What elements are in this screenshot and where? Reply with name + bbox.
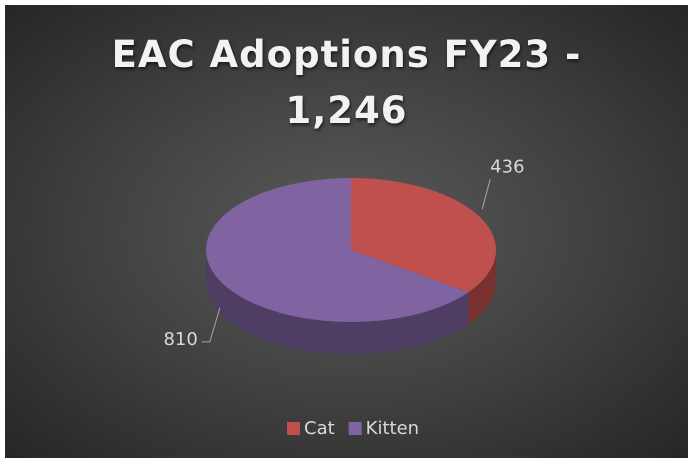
- legend-label: Kitten: [366, 418, 419, 439]
- pie-side: [206, 250, 469, 355]
- legend-swatch: [348, 422, 362, 435]
- chart-title: EAC Adoptions FY23 - 1,246: [111, 33, 582, 132]
- pie-side: [468, 250, 496, 325]
- legend-label: Cat: [304, 418, 335, 439]
- leader-line: [201, 307, 221, 343]
- pie-slice: [351, 178, 496, 293]
- data-label: 436: [490, 156, 524, 177]
- data-label: 810: [163, 329, 197, 350]
- legend-swatch: [287, 422, 300, 435]
- chart: 436 810 Cat Kitten: [163, 156, 524, 439]
- leader-line: [481, 179, 491, 210]
- pie-slice: [205, 178, 469, 322]
- chart-area: EAC Adoptions FY23 - 1,246 436 810 Cat Kitt…: [5, 5, 688, 458]
